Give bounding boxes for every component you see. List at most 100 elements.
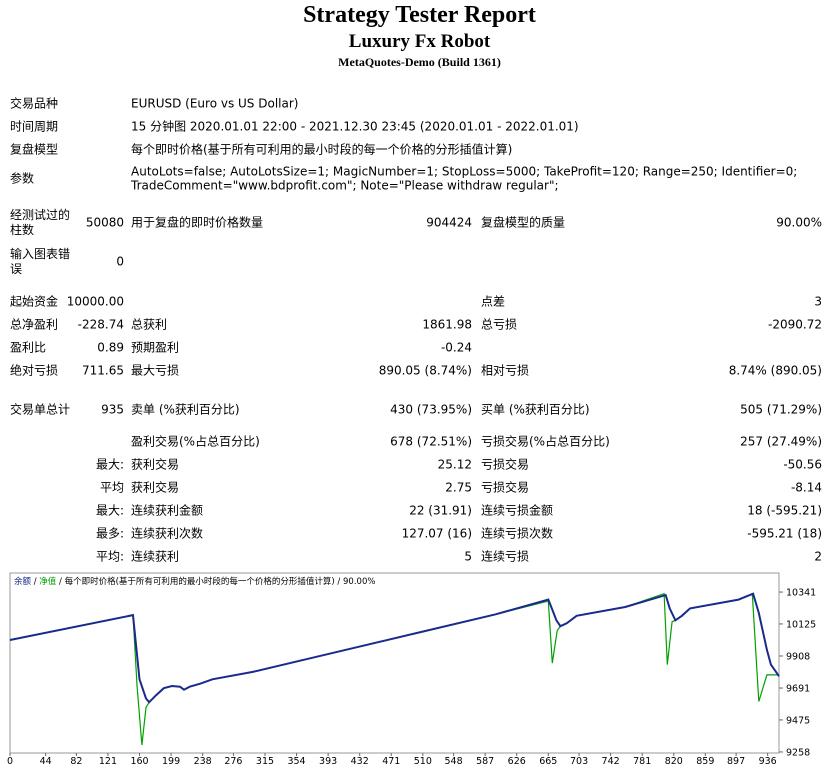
stat-value: 平均 bbox=[99, 480, 124, 495]
y-tick-label: 10341 bbox=[786, 588, 816, 599]
stat-value: 最大: bbox=[95, 503, 124, 518]
setting-label: 交易品种 bbox=[10, 96, 59, 111]
x-tick-label: 315 bbox=[256, 756, 274, 767]
stat-value: 平均: bbox=[95, 549, 124, 564]
legend-separator: / bbox=[31, 577, 39, 587]
x-tick-label: 82 bbox=[70, 756, 82, 767]
stat-value: 127.07 (16) bbox=[401, 526, 472, 541]
stat-label: 盈利交易(%占总百分比) bbox=[131, 434, 260, 449]
stat-label: 连续亏损 bbox=[481, 549, 530, 564]
y-tick-label: 9908 bbox=[786, 651, 810, 662]
y-tick-label: 9475 bbox=[786, 715, 810, 726]
stat-value: 430 (73.95%) bbox=[390, 402, 472, 417]
x-tick-label: 0 bbox=[7, 756, 13, 767]
stat-value: 5 bbox=[464, 549, 472, 564]
x-tick-label: 393 bbox=[319, 756, 337, 767]
stat-value: 2.75 bbox=[445, 480, 472, 495]
x-tick-label: 510 bbox=[414, 756, 432, 767]
x-tick-label: 238 bbox=[194, 756, 212, 767]
stat-label: 总亏损 bbox=[481, 317, 518, 332]
x-tick-label: 781 bbox=[633, 756, 651, 767]
x-tick-label: 121 bbox=[99, 756, 117, 767]
setting-label: 参数 bbox=[10, 171, 35, 186]
setting-value: EURUSD (Euro vs US Dollar) bbox=[131, 96, 299, 111]
stat-value: 890.05 (8.74%) bbox=[378, 363, 472, 378]
build-info: MetaQuotes-Demo (Build 1361) bbox=[338, 55, 501, 69]
stat-value: 935 bbox=[101, 402, 124, 417]
x-tick-label: 587 bbox=[476, 756, 494, 767]
stat-label: 获利交易 bbox=[131, 480, 180, 495]
stat-value: 22 (31.91) bbox=[409, 503, 472, 518]
stat-value: 257 (27.49%) bbox=[740, 434, 822, 449]
legend-separator: / bbox=[335, 577, 343, 587]
x-tick-label: 703 bbox=[570, 756, 588, 767]
stat-value: -595.21 (18) bbox=[747, 526, 822, 541]
stat-value: 0 bbox=[116, 254, 124, 269]
stat-label: 最大亏损 bbox=[131, 363, 180, 378]
stat-value: 8.74% (890.05) bbox=[728, 363, 822, 378]
x-tick-label: 820 bbox=[665, 756, 683, 767]
stat-value: 1861.98 bbox=[422, 317, 472, 332]
stat-label: 复盘模型的质量 bbox=[481, 215, 566, 230]
stat-label: 连续获利金额 bbox=[131, 503, 204, 518]
y-tick-label: 10125 bbox=[786, 619, 816, 630]
x-tick-label: 742 bbox=[602, 756, 620, 767]
x-tick-label: 936 bbox=[759, 756, 777, 767]
stat-value: -2090.72 bbox=[768, 317, 822, 332]
report-title: Strategy Tester Report bbox=[303, 2, 536, 28]
stat-label: 经测试过的柱数 bbox=[10, 208, 71, 237]
stat-value: 711.65 bbox=[82, 363, 124, 378]
stat-label: 连续获利 bbox=[131, 549, 180, 564]
stat-label: 亏损交易 bbox=[481, 457, 530, 472]
setting-value: 15 分钟图 2020.01.01 22:00 - 2021.12.30 23:… bbox=[131, 119, 579, 134]
x-tick-label: 897 bbox=[727, 756, 745, 767]
stat-label: 输入图表错误 bbox=[10, 247, 71, 276]
legend: 余额 / 净值 / 每个即时价格(基于所有可利用的最小时段的每一个价格的分形插值… bbox=[14, 576, 375, 587]
x-tick-label: 354 bbox=[287, 756, 305, 767]
stat-value: 25.12 bbox=[437, 457, 472, 472]
stat-label: 预期盈利 bbox=[131, 340, 180, 355]
stat-value: -228.74 bbox=[77, 317, 124, 332]
stat-value: -50.56 bbox=[783, 457, 822, 472]
legend-separator: / bbox=[56, 577, 64, 587]
stat-label: 连续获利次数 bbox=[131, 526, 204, 541]
x-tick-label: 160 bbox=[130, 756, 148, 767]
x-tick-label: 199 bbox=[162, 756, 180, 767]
stat-value: 904424 bbox=[426, 215, 472, 230]
report-subtitle: Luxury Fx Robot bbox=[348, 31, 491, 52]
x-tick-label: 626 bbox=[508, 756, 526, 767]
balance-chart: 9258 9475 9691 9908 10125 10341 0 44 82 121 160 199… bbox=[7, 572, 816, 767]
stat-label: 总净盈利 bbox=[10, 317, 59, 332]
setting-label: 复盘模型 bbox=[10, 142, 59, 157]
stat-label: 绝对亏损 bbox=[10, 363, 59, 378]
legend-model: 每个即时价格(基于所有可利用的最小时段的每一个价格的分形插值计算) bbox=[65, 576, 335, 587]
x-tick-label: 665 bbox=[539, 756, 557, 767]
stat-value: 最多: bbox=[95, 526, 124, 541]
stat-value: 18 (-595.21) bbox=[747, 503, 822, 518]
setting-label: 时间周期 bbox=[10, 119, 59, 134]
series-line bbox=[9, 592, 780, 704]
stat-label: 点差 bbox=[481, 294, 506, 309]
stat-value: 90.00% bbox=[776, 215, 822, 230]
stat-label: 亏损交易(%占总百分比) bbox=[481, 434, 610, 449]
y-tick-label: 9258 bbox=[786, 747, 810, 758]
stat-label: 连续亏损金额 bbox=[481, 503, 554, 518]
setting-value: 每个即时价格(基于所有可利用的最小时段的每一个价格的分形插值计算) bbox=[131, 142, 513, 157]
stat-label: 亏损交易 bbox=[481, 480, 530, 495]
stat-value: 50080 bbox=[85, 215, 124, 230]
stat-value: 2 bbox=[814, 549, 822, 564]
plot-frame bbox=[9, 572, 780, 754]
stat-label: 相对亏损 bbox=[481, 363, 530, 378]
legend-entry: 净值 bbox=[39, 576, 57, 587]
stat-value: 678 (72.51%) bbox=[390, 434, 472, 449]
stat-label: 用于复盘的即时价格数量 bbox=[131, 215, 264, 230]
legend-quality: 90.00% bbox=[343, 577, 375, 587]
stat-label: 连续亏损次数 bbox=[481, 526, 554, 541]
stat-label: 总获利 bbox=[131, 317, 168, 332]
y-tick-label: 9691 bbox=[786, 684, 810, 695]
stat-label: 交易单总计 bbox=[10, 402, 71, 417]
setting-value: AutoLots=false; AutoLotsSize=1; MagicNum… bbox=[131, 164, 798, 179]
x-tick-label: 548 bbox=[445, 756, 463, 767]
x-tick-label: 44 bbox=[40, 756, 52, 767]
